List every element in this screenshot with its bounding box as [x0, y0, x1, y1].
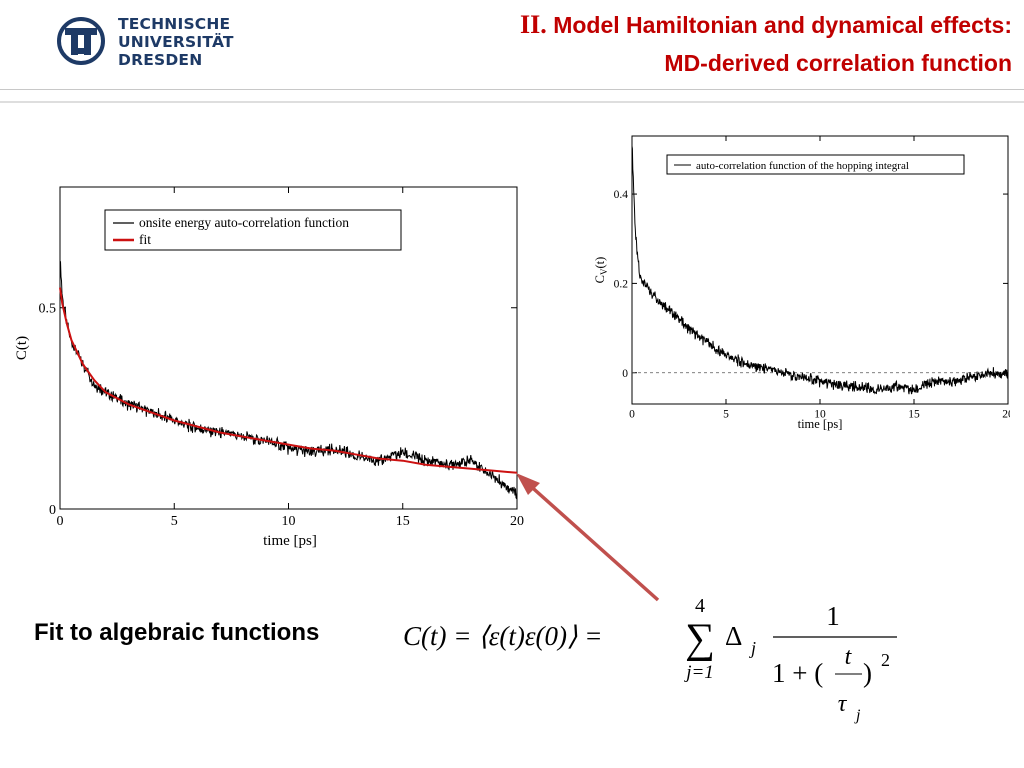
fit-caption: Fit to algebraic functions — [34, 619, 320, 646]
series-line — [631, 146, 1009, 395]
exponent: 2 — [881, 650, 890, 670]
x-tick-label: 15 — [908, 409, 920, 421]
denominator-left: 1 + ( — [772, 658, 823, 688]
legend: auto-correlation function of the hopping… — [666, 154, 965, 175]
delta-subscript: j — [749, 638, 756, 658]
sum-symbol: ∑ — [685, 616, 715, 662]
header-divider — [0, 89, 1024, 90]
legend-label-data: auto-correlation function of the hopping… — [696, 160, 909, 172]
university-logo: TECHNISCHE UNIVERSITÄT DRESDEN — [55, 14, 255, 74]
legend-box — [666, 154, 965, 175]
title-numeral: II. — [520, 10, 547, 39]
x-tick-label: 0 — [57, 514, 64, 529]
logo-line-2: UNIVERSITÄT — [118, 33, 234, 51]
y-tick-label: 0.2 — [614, 278, 629, 290]
plot-frame — [631, 135, 1009, 405]
tu-dresden-emblem-icon — [57, 17, 105, 65]
x-tick-label: 20 — [510, 514, 524, 529]
y-axis-label: C(t) — [14, 336, 30, 360]
header-divider-secondary — [0, 101, 1024, 103]
sum-upper-limit: 4 — [695, 595, 705, 617]
x-tick-label: 5 — [171, 514, 178, 529]
y-tick-label: 0 — [622, 368, 628, 380]
x-tick-label: 20 — [1002, 409, 1010, 421]
delta-symbol: Δ — [725, 621, 742, 651]
x-tick-label: 5 — [723, 409, 729, 421]
title-line-2: MD-derived correlation function — [664, 50, 1012, 76]
x-axis-label: time [ps] — [263, 533, 317, 549]
title-line-1: Model Hamiltonian and dynamical effects: — [553, 12, 1012, 38]
x-tick-label: 15 — [396, 514, 410, 529]
y-tick-label: 0.4 — [614, 189, 629, 201]
onsite-correlation-chart: 0 5 10 15 20 0 0.5 onsite energy auto-correlat… — [14, 186, 524, 549]
logo-line-1: TECHNISCHE — [118, 15, 231, 33]
legend-label-fit: fit — [139, 232, 151, 247]
legend-label-data: onsite energy auto-correlation function — [139, 215, 349, 230]
legend-box — [104, 209, 402, 251]
x-axis-label: time [ps] — [798, 417, 843, 431]
inner-numerator-t: t — [845, 644, 853, 670]
arrow-shaft — [524, 480, 660, 602]
y-tick-label: 0.5 — [39, 302, 57, 317]
x-tick-label: 0 — [629, 409, 635, 421]
pointer-arrow — [516, 473, 660, 602]
y-axis-label: CV(t) — [593, 257, 609, 284]
formula-lhs: C(t) = ⟨ε(t)ε(0)⟩ = — [403, 621, 603, 651]
inner-denominator-tau: τ — [838, 691, 848, 717]
logo-wordmark: TECHNISCHE UNIVERSITÄT DRESDEN — [118, 15, 234, 69]
fit-formula: C(t) = ⟨ε(t)ε(0)⟩ = 4 ∑ j=1 Δ j 1 1 + ( … — [403, 595, 897, 724]
logo-line-3: DRESDEN — [118, 51, 203, 69]
hopping-correlation-chart: 0 5 10 15 20 0 0.2 0.4 auto-correlation functio… — [593, 135, 1010, 431]
fraction-numerator: 1 — [826, 601, 840, 631]
x-tick-label: 10 — [282, 514, 296, 529]
y-tick-label: 0 — [49, 503, 56, 518]
slide-title: II. Model Hamiltonian and dynamical effe… — [520, 6, 1012, 82]
series-line — [59, 287, 518, 474]
legend: onsite energy auto-correlation function … — [104, 209, 402, 251]
denominator-right: ) — [863, 658, 872, 688]
sum-lower-limit: j=1 — [683, 662, 714, 683]
arrow-head-icon — [516, 473, 540, 495]
tau-subscript: j — [854, 707, 861, 724]
x-tick-label: 10 — [814, 409, 826, 421]
